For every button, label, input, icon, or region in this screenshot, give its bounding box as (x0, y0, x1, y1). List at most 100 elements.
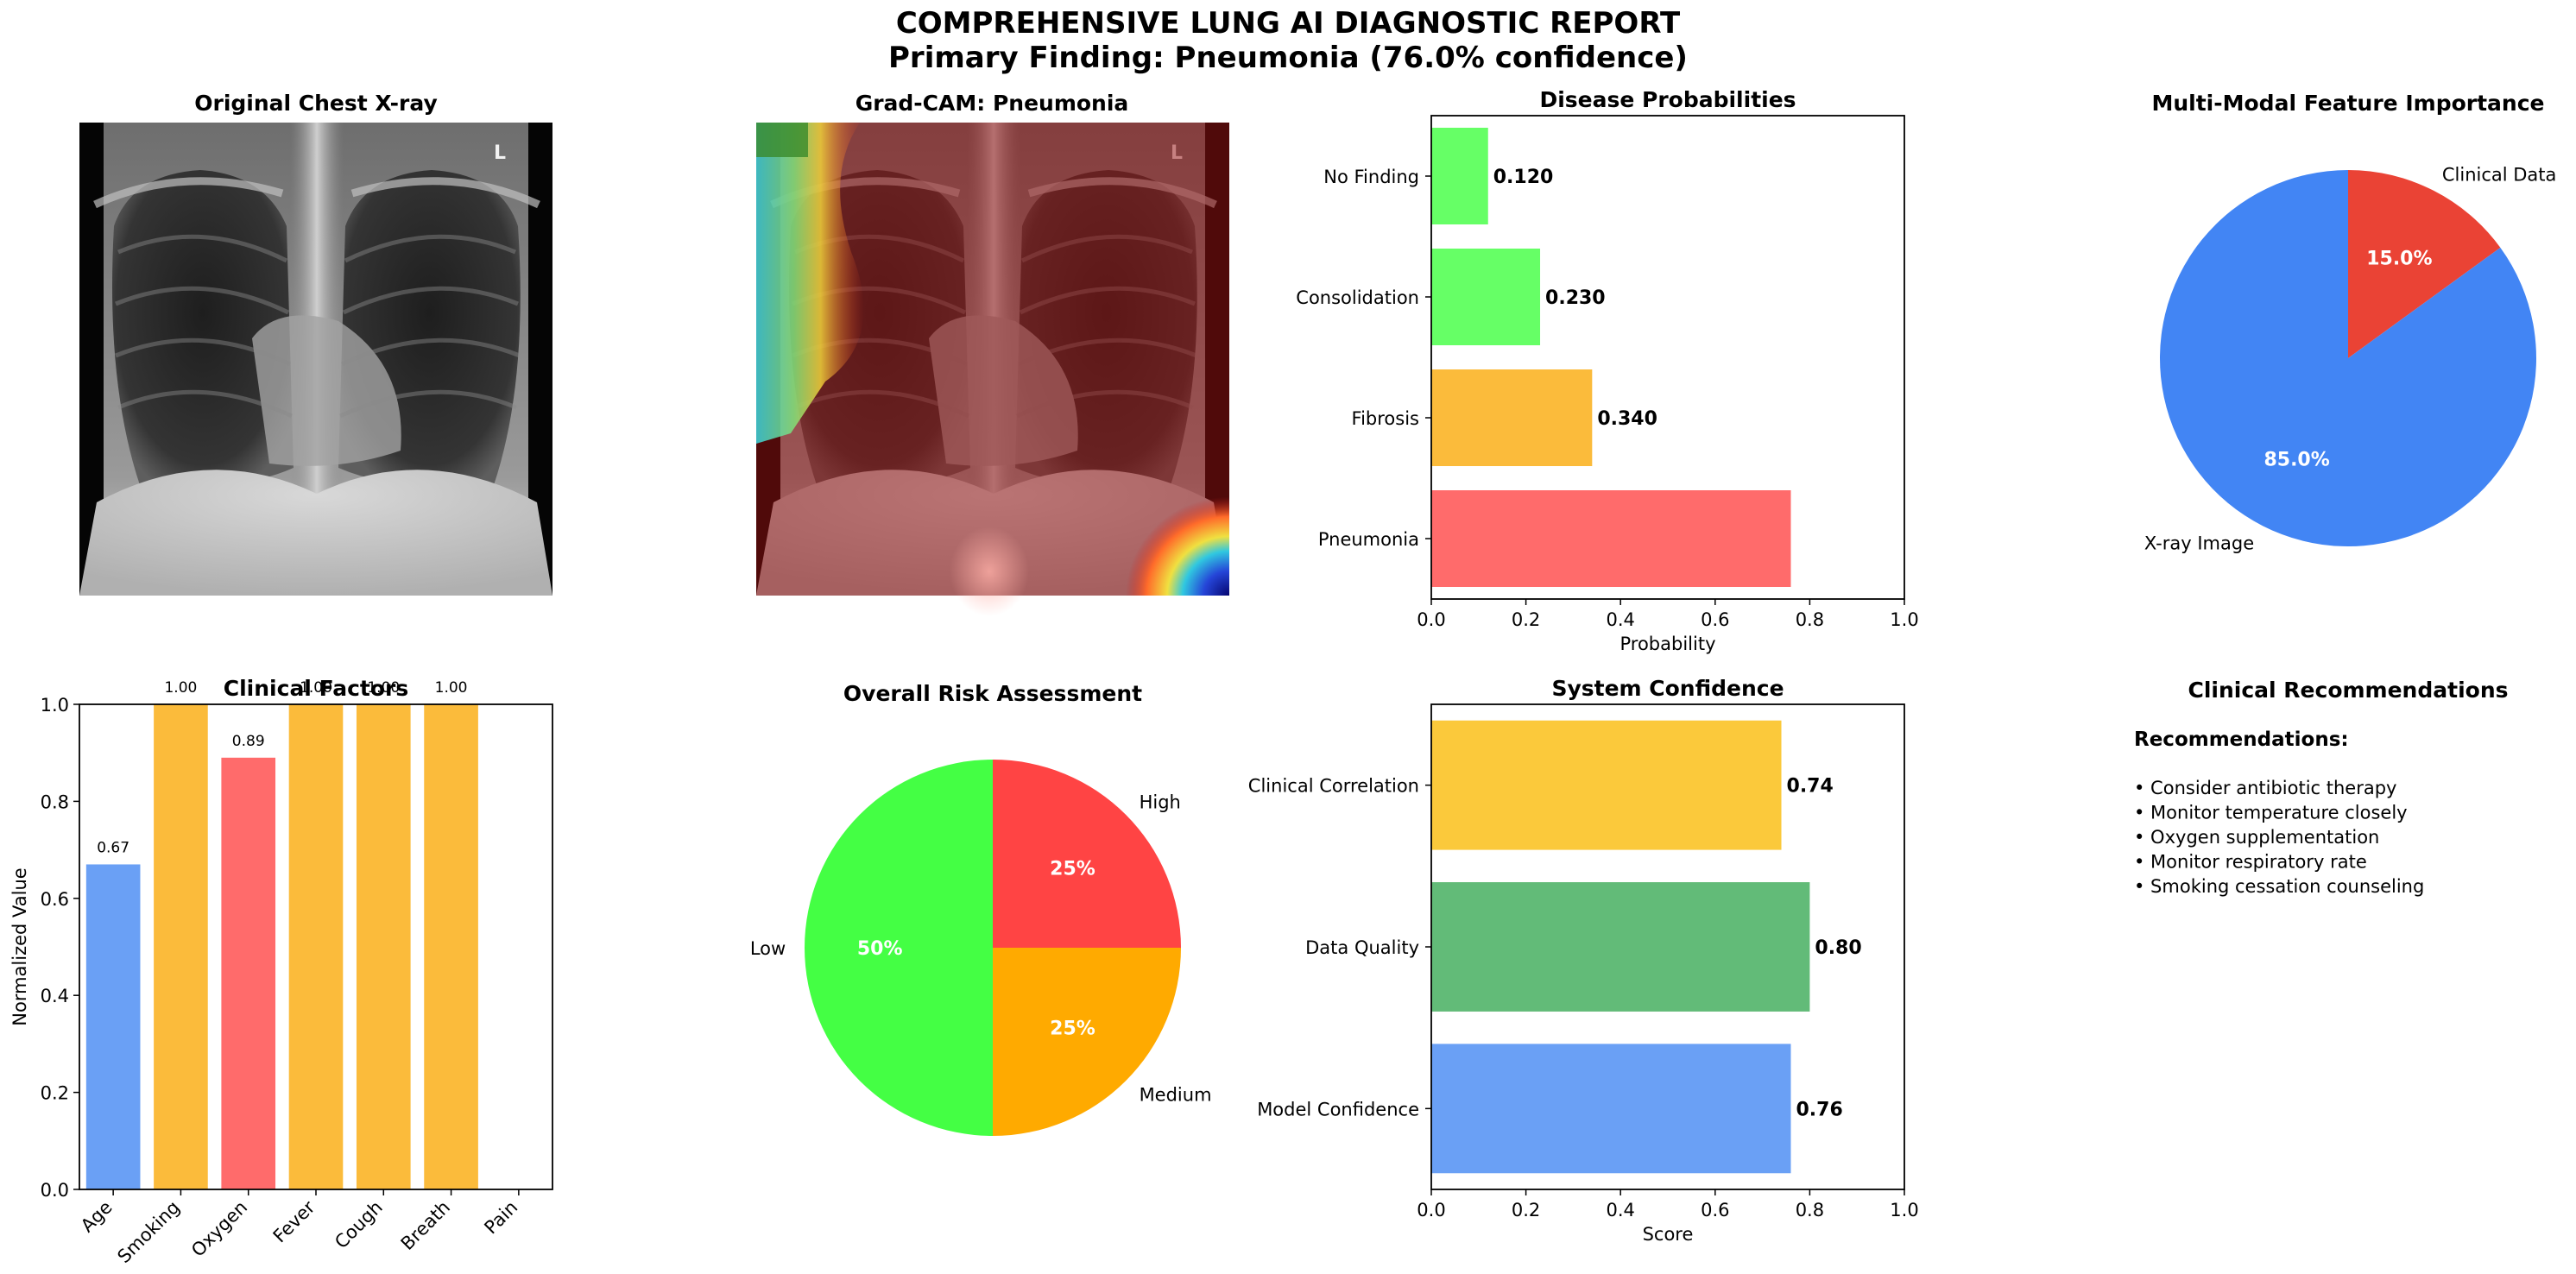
slice-label: X-ray Image (2144, 533, 2254, 554)
y-tick-label: Clinical Correlation (1248, 776, 1419, 797)
risk-assessment-chart: 25% High 25% Medium 50% Low Overall Risk Asses… (750, 681, 1212, 1136)
slice-percent: 25% (1050, 859, 1095, 880)
y-tick-label: Model Confidence (1257, 1099, 1419, 1119)
pie-slice-x-ray-image (2160, 169, 2536, 546)
bar-smoking (154, 704, 208, 1189)
recommendation-item: • Smoking cessation counseling (2134, 876, 2424, 897)
x-tick-label: 0.2 (1512, 1200, 1540, 1220)
x-tick-label: Smoking (113, 1197, 184, 1268)
gradcam-heatmap-image (756, 123, 1229, 616)
slice-percent: 50% (857, 938, 903, 960)
chart-title: System Confidence (1551, 676, 1784, 701)
x-tick-label: 0.6 (1701, 1200, 1729, 1220)
report-title: COMPREHENSIVE LUNG AI DIAGNOSTIC REPORT (896, 6, 1681, 41)
y-tick-label: 0.6 (41, 889, 69, 910)
x-tick-label: 0.8 (1796, 1200, 1824, 1220)
data-label: 1.00 (300, 679, 332, 697)
bar-model-confidence (1431, 1044, 1791, 1174)
recommendations-heading: Recommendations: (2134, 728, 2349, 751)
data-label: 0.230 (1545, 287, 1606, 309)
y-tick-label: No Finding (1323, 167, 1419, 187)
pie-slice-clinical-data (2348, 170, 2501, 358)
data-label: 1.00 (164, 679, 197, 697)
chart-title: Multi-Modal Feature Importance (2151, 91, 2544, 116)
recommendations-list: • Consider antibiotic therapy • Monitor t… (2134, 778, 2424, 897)
slice-percent: 85.0% (2263, 450, 2329, 471)
y-tick-label: Consolidation (1296, 287, 1419, 308)
data-label: 1.00 (367, 679, 400, 697)
x-tick-label: 0.2 (1512, 609, 1540, 630)
x-axis-label: Probability (1619, 634, 1715, 654)
plot-frame (79, 703, 553, 1190)
x-tick-label: Breath (397, 1197, 454, 1254)
y-tick-label: Pneumonia (1318, 529, 1419, 550)
x-tick-label: 0.4 (1606, 609, 1634, 630)
bar-cough (356, 704, 411, 1189)
slice-label: Low (750, 938, 786, 959)
bar-consolidation (1431, 249, 1541, 345)
bar-oxygen (221, 757, 276, 1189)
x-tick-label: Fever (269, 1196, 319, 1246)
clinical-factors-chart: Age 0.67 Smoking 1.00 Oxygen 0.89 Fever 1.00 Cou… (9, 676, 553, 1268)
slice-label: High (1140, 792, 1181, 812)
bar-breath (424, 704, 478, 1189)
slice-percent: 15.0% (2366, 248, 2432, 269)
gradcam-title: Grad-CAM: Pneumonia (856, 91, 1129, 116)
x-tick-label: 0.4 (1606, 1200, 1634, 1220)
x-tick-label: 0.0 (1417, 609, 1445, 630)
data-label: 0.80 (1815, 937, 1861, 959)
xray-title: Original Chest X-ray (194, 91, 438, 116)
recommendation-item: • Monitor respiratory rate (2134, 852, 2367, 873)
bar-pneumonia (1431, 490, 1791, 587)
bar-data-quality (1431, 882, 1810, 1012)
chart-title: Overall Risk Assessment (843, 681, 1142, 706)
x-axis-label: Score (1643, 1224, 1694, 1245)
x-tick-label: Oxygen (187, 1197, 251, 1261)
y-axis-label: Normalized Value (9, 867, 30, 1025)
slice-percent: 25% (1050, 1018, 1095, 1039)
pie-slice-medium (993, 948, 1181, 1136)
feature-importance-chart: 15.0% Clinical Data 85.0% X-ray Image Multi-… (2144, 91, 2557, 554)
report-subtitle: Primary Finding: Pneumonia (76.0% confid… (888, 41, 1688, 75)
recommendations-title: Clinical Recommendations (2188, 678, 2508, 703)
bar-no-finding (1431, 128, 1488, 224)
bar-clinical-correlation (1431, 720, 1782, 850)
y-tick-label: Data Quality (1305, 937, 1419, 958)
slice-label: Medium (1140, 1085, 1212, 1106)
y-tick-label: 0.0 (41, 1180, 69, 1201)
x-tick-label: 0.8 (1796, 609, 1824, 630)
recommendation-item: • Oxygen supplementation (2134, 827, 2379, 848)
y-tick-label: Fibrosis (1352, 408, 1419, 429)
bar-fever (288, 704, 344, 1189)
chart-title: Clinical Factors (224, 676, 408, 701)
data-label: 0.74 (1787, 776, 1834, 798)
bar-age (85, 864, 141, 1189)
y-tick-label: 0.8 (41, 792, 69, 812)
recommendation-item: • Consider antibiotic therapy (2134, 778, 2397, 798)
data-label: 0.67 (97, 839, 129, 856)
x-tick-label: 0.0 (1417, 1200, 1445, 1220)
x-tick-label: 0.6 (1701, 609, 1729, 630)
plot-frame (1430, 115, 1905, 600)
recommendation-item: • Monitor temperature closely (2134, 803, 2408, 823)
data-label: 0.120 (1493, 167, 1554, 188)
data-label: 0.76 (1796, 1099, 1842, 1120)
bar-fibrosis (1431, 369, 1593, 466)
chart-title: Disease Probabilities (1539, 87, 1796, 112)
pie-slice-high (993, 760, 1181, 948)
x-tick-label: Pain (480, 1197, 521, 1239)
y-tick-label: 0.2 (41, 1083, 69, 1104)
y-tick-label: 0.4 (41, 986, 69, 1006)
plot-frame (1430, 703, 1905, 1190)
chest-xray-image (79, 123, 552, 596)
data-label: 0.340 (1597, 408, 1657, 430)
x-tick-label: Cough (331, 1197, 387, 1253)
slice-label: Clinical Data (2442, 164, 2557, 185)
x-tick-label: Age (77, 1197, 117, 1237)
x-tick-label: 1.0 (1890, 609, 1918, 630)
disease-probabilities-chart: Pneumonia Fibrosis 0.340 Consolidation 0.230… (1296, 87, 1918, 654)
system-confidence-chart: Model Confidence 0.76 Data Quality 0.80 Clin… (1248, 676, 1919, 1245)
y-tick-label: 1.0 (41, 695, 69, 716)
pie-slice-low (805, 760, 993, 1136)
